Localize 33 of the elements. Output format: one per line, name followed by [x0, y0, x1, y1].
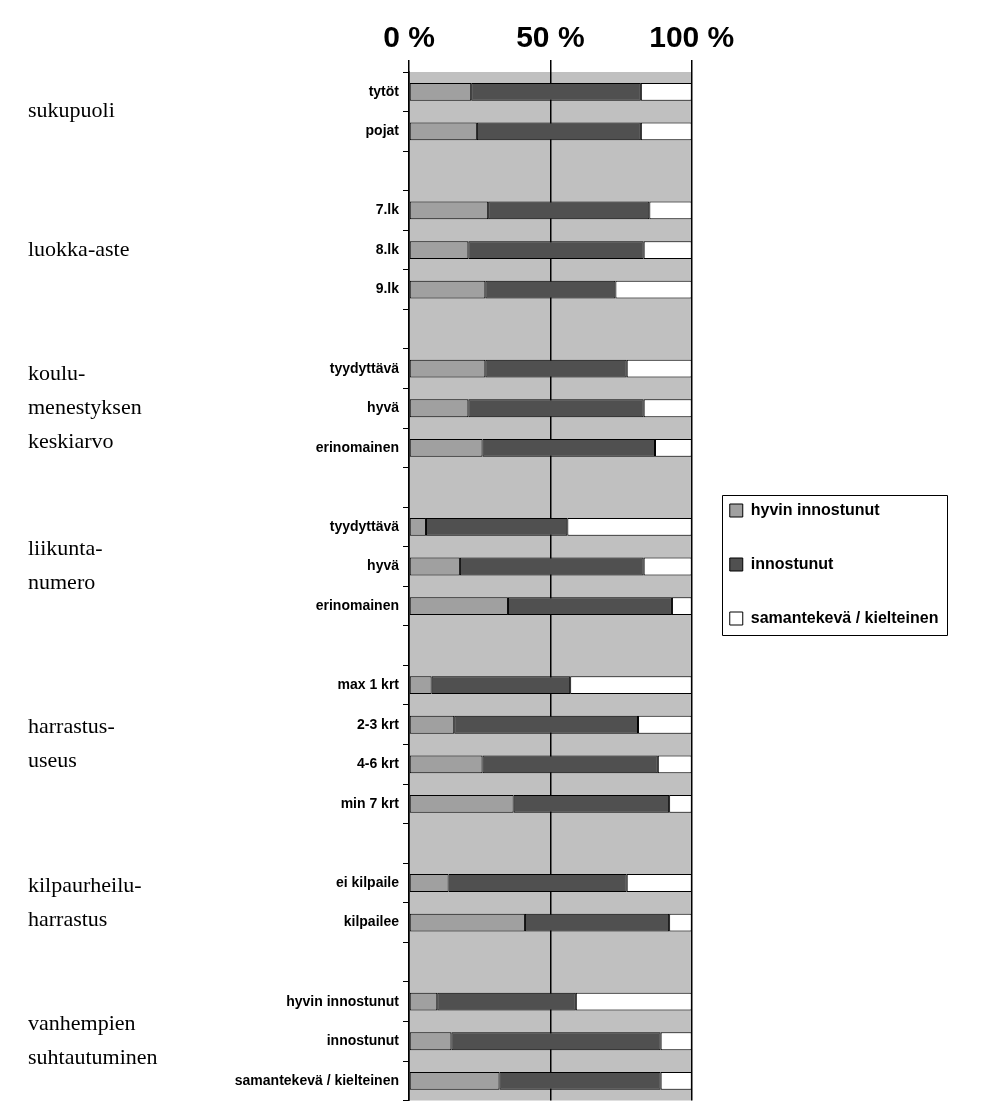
y-tick-label: innostunut: [326, 1032, 400, 1049]
y-tick-label: 9.lk: [375, 280, 400, 297]
y-tick-label: ei kilpaile: [335, 873, 400, 890]
y-tick-label: samantekevä / kielteinen: [234, 1071, 399, 1088]
text: vanhempien suhtautuminen: [28, 1010, 158, 1070]
legend-label: hyvin innostunut: [750, 500, 881, 518]
legend-label: innostunut: [750, 554, 835, 572]
y-tick-label: kilpailee: [343, 913, 400, 930]
text: liikunta- numero: [28, 535, 103, 595]
x-tick-label: 100 %: [649, 20, 735, 54]
y-tick-label: tyydyttävä: [329, 517, 400, 534]
y-tick-label: hyvin innostunut: [286, 992, 400, 1009]
y-tick-label: hyvä: [367, 399, 400, 416]
text: kilpaurheilu- harrastus: [28, 871, 142, 931]
y-tick-label: 8.lk: [375, 240, 400, 257]
legend-label: samantekevä / kielteinen: [750, 608, 939, 626]
text: harrastus- useus: [28, 713, 115, 773]
x-tick-label: 0 %: [383, 20, 435, 54]
y-tick-label: 7.lk: [375, 201, 400, 218]
text: sukupuoli: [28, 97, 115, 123]
y-tick-label: min 7 krt: [340, 794, 400, 811]
y-tick-label: tyydyttävä: [329, 359, 400, 376]
text: koulu- menestyksen keskiarvo: [28, 360, 142, 454]
text: luokka-aste: [28, 235, 130, 261]
y-tick-label: hyvä: [367, 557, 400, 574]
y-tick-label: tytöt: [368, 82, 400, 99]
y-tick-label: 4-6 krt: [356, 755, 400, 772]
y-tick-label: erinomainen: [315, 596, 399, 613]
y-tick-label: max 1 krt: [337, 676, 400, 693]
x-tick-label: 50 %: [516, 20, 585, 54]
y-tick-label: erinomainen: [315, 438, 399, 455]
y-tick-label: pojat: [365, 122, 400, 139]
y-tick-label: 2-3 krt: [356, 715, 400, 732]
